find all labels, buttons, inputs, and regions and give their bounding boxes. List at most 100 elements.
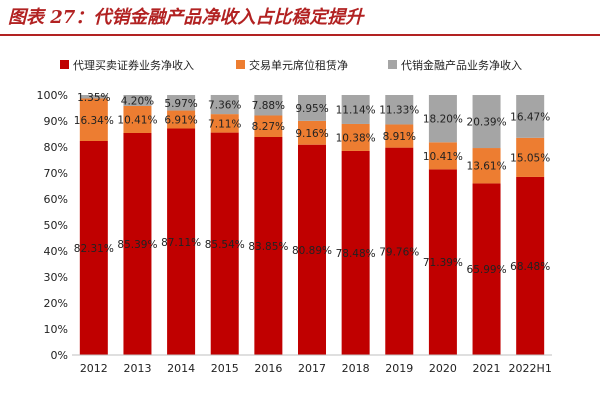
y-axis: 0% 10% 20% 30% 40% 50% 60% 70% 80% 90% 100% (37, 89, 68, 362)
bar-segment-2 (428, 95, 457, 143)
bar-segment-0 (428, 169, 457, 355)
x-tick-label: 2012 (80, 362, 108, 375)
data-label: 11.14% (336, 104, 376, 116)
data-label: 16.34% (74, 115, 114, 127)
data-label: 10.38% (336, 132, 376, 144)
data-label: 7.36% (208, 100, 241, 112)
bar-segment-1 (428, 142, 457, 170)
x-tick-label: 2015 (211, 362, 239, 375)
data-label: 8.91% (383, 131, 416, 143)
y-tick-label: 20% (44, 297, 68, 310)
y-tick-label: 60% (44, 193, 68, 206)
bar-segment-1 (472, 148, 501, 184)
bar-segment-1 (123, 105, 152, 133)
bar-segment-1 (516, 137, 545, 177)
bar-segment-1 (79, 98, 108, 141)
data-label: 85.39% (117, 239, 157, 251)
data-label: 80.89% (292, 245, 332, 257)
bar-segment-0 (79, 140, 108, 355)
bar-segment-2 (254, 95, 283, 116)
data-label: 11.33% (379, 105, 419, 117)
bar-segment-0 (123, 132, 152, 355)
bar-segment-1 (298, 120, 326, 145)
bar-segment-2 (210, 94, 239, 115)
legend-label-1: 交易单元席位租赁净 (249, 58, 348, 72)
bars: 82.31% 16.34% 1.35% 85.39% 10.41% 4.20% 87.11%… (74, 92, 550, 355)
data-label: 10.41% (117, 114, 157, 126)
data-label: 6.91% (164, 115, 197, 127)
data-label: 20.39% (467, 117, 507, 129)
bar-segment-1 (254, 115, 283, 137)
bar-segment-2 (472, 95, 501, 149)
bar-segment-2 (341, 95, 370, 124)
bar-segment-2 (385, 95, 414, 125)
data-label: 9.16% (295, 128, 328, 140)
bar-segment-0 (385, 147, 414, 355)
y-tick-label: 40% (44, 245, 68, 258)
data-label: 83.85% (248, 241, 288, 253)
chart-title: 图表 27：代销金融产品净收入占比稳定提升 (8, 7, 364, 28)
data-label: 16.47% (510, 111, 550, 123)
legend: 代理买卖证券业务净收入 交易单元席位租赁净 代销金融产品业务净收入 (60, 58, 522, 72)
y-tick-label: 100% (37, 89, 68, 102)
data-label: 78.48% (336, 248, 376, 260)
bar-segment-1 (210, 114, 239, 133)
x-tick-label: 2019 (385, 362, 413, 375)
data-label: 9.95% (295, 103, 328, 115)
x-axis: 2012 2013 2014 2015 2016 2017 2018 2019 2020 2021… (72, 354, 552, 375)
y-tick-label: 10% (44, 323, 68, 336)
x-tick-label: 2020 (429, 362, 457, 375)
data-label: 82.31% (74, 243, 114, 255)
x-tick-label: 2014 (167, 362, 195, 375)
data-label: 18.20% (423, 114, 463, 126)
data-label: 79.76% (379, 246, 419, 258)
data-label: 10.41% (423, 151, 463, 163)
y-tick-label: 80% (44, 141, 68, 154)
data-label: 7.88% (252, 100, 285, 112)
legend-swatch-2 (388, 60, 397, 69)
title-rule (0, 34, 600, 36)
x-tick-label: 2022H1 (509, 362, 552, 375)
legend-swatch-0 (60, 60, 69, 69)
bar-segment-0 (472, 183, 501, 355)
bar-segment-1 (385, 124, 414, 148)
y-tick-label: 50% (44, 219, 68, 232)
x-tick-label: 2016 (254, 362, 282, 375)
legend-swatch-1 (236, 60, 245, 69)
data-label: 65.99% (467, 264, 507, 276)
x-tick-label: 2017 (298, 362, 326, 375)
data-label: 71.39% (423, 257, 463, 269)
data-label: 85.54% (205, 239, 245, 251)
data-label: 68.48% (510, 261, 550, 273)
y-tick-label: 0% (51, 349, 68, 362)
data-label: 15.05% (510, 152, 550, 164)
bar-segment-0 (298, 144, 326, 355)
bar-segment-0 (516, 176, 545, 355)
data-label: 87.11% (161, 237, 201, 249)
bar-segment-0 (254, 136, 283, 355)
bar-segment-1 (341, 123, 370, 151)
y-tick-label: 70% (44, 167, 68, 180)
bar-segment-2 (79, 95, 108, 99)
y-tick-label: 30% (44, 271, 68, 284)
y-tick-label: 90% (44, 115, 68, 128)
legend-label-2: 代销金融产品业务净收入 (401, 58, 522, 72)
data-label: 13.61% (467, 161, 507, 173)
bar-segment-0 (210, 132, 239, 355)
data-label: 7.11% (208, 118, 241, 130)
data-label: 5.97% (164, 98, 197, 110)
data-label: 1.35% (77, 92, 110, 104)
bar-segment-0 (167, 128, 196, 355)
x-tick-label: 2013 (123, 362, 151, 375)
legend-label-0: 代理买卖证券业务净收入 (73, 58, 194, 72)
bar-segment-2 (298, 95, 326, 121)
x-tick-label: 2018 (342, 362, 370, 375)
bar-segment-0 (341, 150, 370, 355)
bar-segment-2 (516, 95, 545, 138)
bar-segment-2 (167, 95, 196, 111)
bar-segment-2 (123, 95, 152, 106)
x-tick-label: 2021 (473, 362, 501, 375)
data-label: 8.27% (252, 121, 285, 133)
bar-segment-1 (167, 110, 196, 129)
